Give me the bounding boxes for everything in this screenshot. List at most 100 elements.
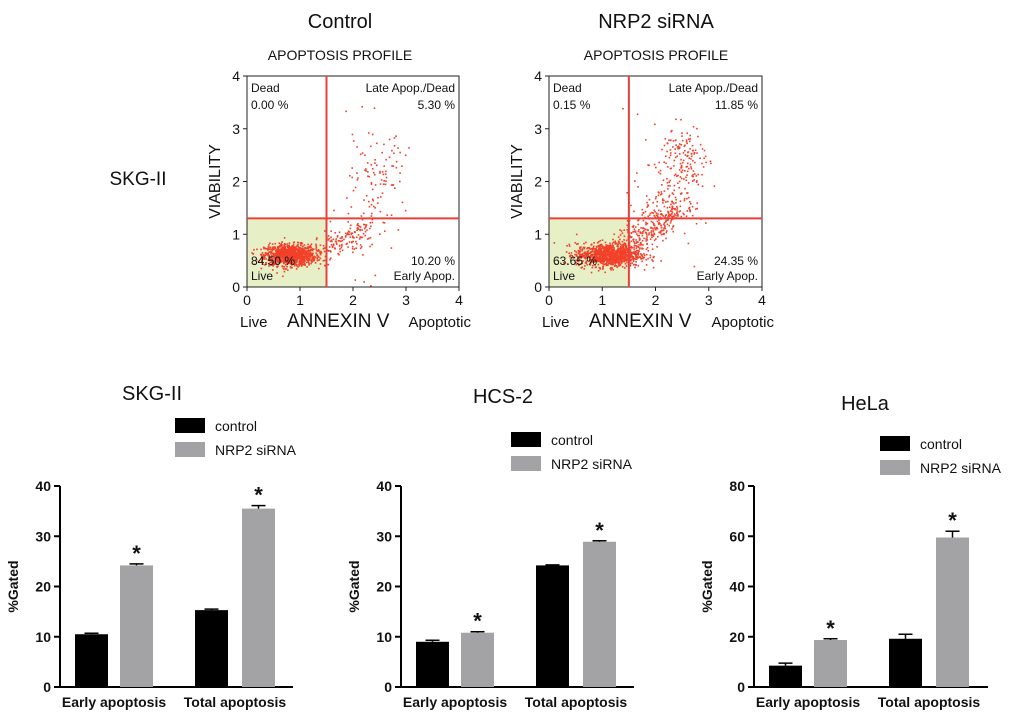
event-dot	[583, 256, 586, 258]
event-dot	[642, 231, 644, 233]
event-dot	[578, 257, 580, 260]
event-dot	[691, 180, 694, 182]
event-dot	[634, 226, 637, 228]
event-dot	[287, 262, 290, 264]
event-dot	[349, 227, 352, 230]
plot-subtitle: APOPTOSIS PROFILE	[584, 47, 728, 63]
event-dot	[600, 256, 603, 259]
event-dot	[650, 233, 653, 236]
event-dot	[292, 256, 295, 259]
event-dot	[294, 250, 297, 253]
event-dot	[685, 140, 688, 143]
event-dot	[652, 221, 654, 224]
event-dot	[689, 163, 692, 166]
event-dot	[585, 253, 588, 256]
event-dot	[269, 264, 272, 266]
event-dot	[593, 242, 595, 244]
event-dot	[355, 247, 358, 250]
event-dot	[333, 209, 335, 212]
event-dot	[297, 244, 299, 246]
event-dot	[322, 259, 325, 262]
event-dot	[324, 230, 326, 232]
event-dot	[663, 224, 666, 227]
significance-marker: *	[473, 609, 482, 634]
event-dot	[635, 251, 638, 254]
event-dot	[596, 242, 599, 244]
event-dot	[604, 247, 607, 250]
event-dot	[661, 199, 664, 202]
event-dot	[701, 173, 703, 176]
event-dot	[600, 243, 603, 246]
event-dot	[357, 177, 359, 179]
event-dot	[629, 259, 631, 261]
event-dot	[578, 253, 581, 256]
event-dot	[673, 215, 676, 217]
event-dot	[689, 140, 691, 143]
event-dot	[593, 259, 596, 262]
event-dot	[598, 244, 600, 247]
event-dot	[625, 265, 628, 267]
y-tick-label: 30	[376, 528, 392, 544]
event-dot	[293, 241, 296, 243]
event-dot	[656, 227, 659, 230]
event-dot	[299, 262, 301, 265]
quadrant-early-label: Early Apop.	[394, 269, 455, 283]
event-dot	[615, 261, 618, 264]
event-dot	[295, 251, 297, 254]
event-dot	[679, 210, 682, 212]
event-dot	[283, 237, 286, 239]
event-dot	[304, 256, 307, 258]
event-dot	[581, 249, 583, 252]
event-dot	[370, 181, 373, 184]
event-dot	[666, 181, 669, 184]
event-dot	[624, 256, 626, 258]
y-tick-label: 3	[534, 121, 542, 137]
event-dot	[319, 263, 322, 265]
event-dot	[613, 265, 616, 267]
event-dot	[285, 254, 287, 256]
event-dot	[583, 268, 586, 270]
event-dot	[643, 227, 646, 230]
event-dot	[272, 252, 274, 255]
event-dot	[308, 250, 310, 252]
event-dot	[271, 259, 274, 262]
event-dot	[597, 253, 600, 256]
event-dot	[347, 246, 349, 248]
event-dot	[366, 162, 369, 164]
event-dot	[601, 254, 604, 257]
event-dot	[279, 260, 282, 262]
event-dot	[307, 249, 310, 251]
event-dot	[353, 237, 355, 239]
event-dot	[621, 249, 623, 252]
event-dot	[298, 251, 300, 254]
event-dot	[676, 155, 679, 158]
event-dot	[288, 247, 290, 249]
event-dot	[301, 258, 303, 261]
event-dot	[623, 235, 626, 238]
event-dot	[270, 258, 272, 261]
event-dot	[372, 199, 375, 202]
event-dot	[601, 259, 604, 261]
event-dot	[631, 246, 634, 249]
event-dot	[670, 139, 672, 141]
event-dot	[351, 241, 353, 244]
event-dot	[629, 264, 632, 266]
event-dot	[284, 246, 287, 248]
event-dot	[618, 252, 620, 255]
event-dot	[294, 246, 296, 249]
event-dot	[663, 190, 666, 192]
event-dot	[646, 235, 648, 237]
event-dot	[630, 232, 633, 235]
event-dot	[709, 160, 712, 163]
event-dot	[303, 263, 305, 266]
event-dot	[619, 238, 621, 241]
event-dot	[380, 196, 382, 198]
event-dot	[646, 246, 649, 249]
event-dot	[643, 230, 645, 232]
event-dot	[363, 199, 365, 201]
event-dot	[666, 219, 669, 222]
event-dot	[618, 247, 621, 250]
event-dot	[612, 251, 614, 254]
event-dot	[283, 262, 285, 265]
event-dot	[267, 252, 269, 254]
